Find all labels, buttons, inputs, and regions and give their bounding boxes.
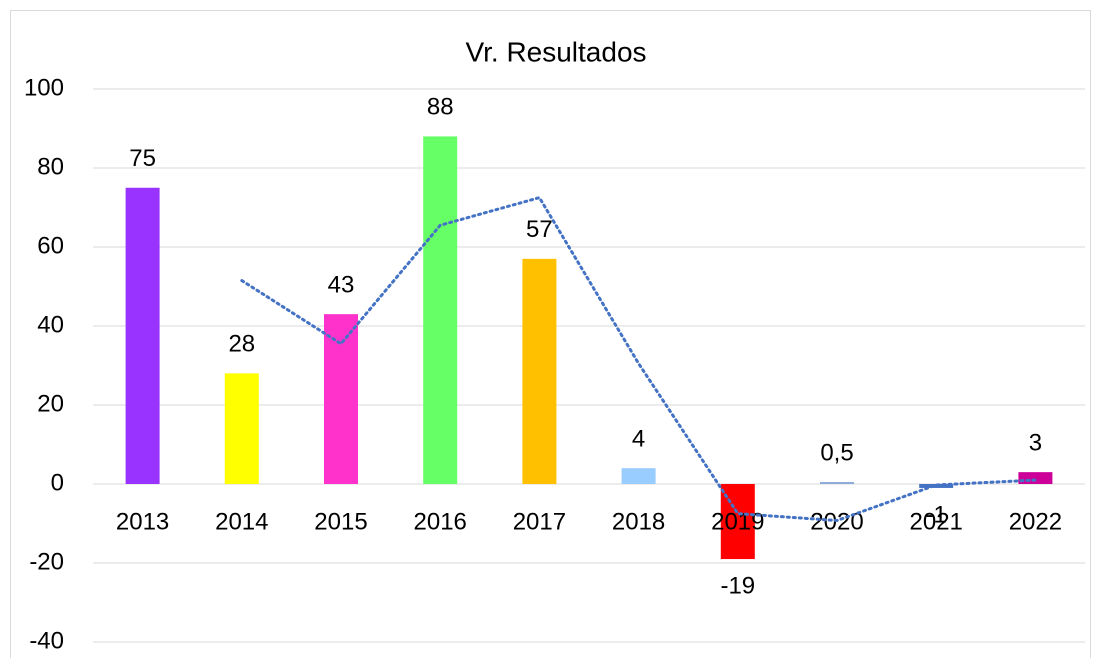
trendline [240, 195, 1037, 523]
x-tick-label: 2013 [116, 508, 169, 535]
chart-title: Vr. Resultados [465, 36, 646, 67]
data-label: -19 [720, 572, 755, 599]
x-tick-label: 2022 [1009, 508, 1062, 535]
data-label: 4 [632, 426, 645, 453]
y-tick-label: 40 [37, 311, 64, 338]
bar [621, 468, 656, 484]
x-tick-label: 2017 [513, 508, 566, 535]
y-tick-label: 80 [37, 153, 64, 180]
bar [522, 258, 557, 484]
data-label: 3 [1029, 429, 1042, 456]
data-label: 57 [526, 216, 553, 243]
data-label: 88 [427, 94, 454, 121]
bar [324, 314, 358, 484]
data-label: 75 [129, 145, 156, 172]
data-label: 0,5 [820, 439, 853, 466]
y-tick-label: 20 [37, 390, 64, 417]
data-label: 43 [328, 271, 355, 298]
bar [224, 373, 259, 484]
data-label: 28 [228, 331, 255, 358]
x-tick-label: 2014 [215, 508, 268, 535]
x-tick-label: 2021 [910, 508, 963, 535]
y-tick-label: 0 [51, 469, 64, 496]
y-tick-label: -40 [29, 627, 64, 654]
y-tick-label: 100 [24, 74, 64, 101]
bar [125, 187, 160, 484]
data-label: -1 [926, 501, 947, 528]
x-tick-label: 2019 [711, 508, 764, 535]
x-tick-label: 2015 [314, 508, 367, 535]
bar [820, 482, 854, 484]
bar [1018, 472, 1053, 484]
y-tick-label: -20 [29, 548, 64, 575]
x-tick-label: 2018 [612, 508, 665, 535]
y-tick-label: 60 [37, 232, 64, 259]
x-tick-label: 2016 [414, 508, 467, 535]
bar [423, 136, 458, 484]
